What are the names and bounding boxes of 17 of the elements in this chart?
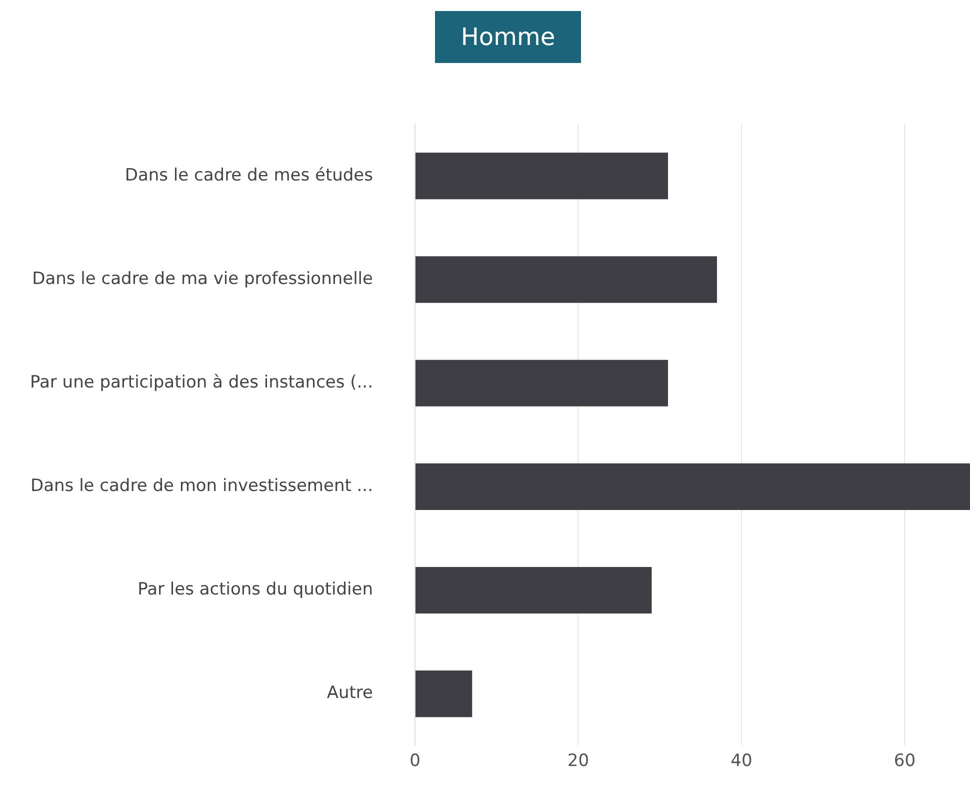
- x-tick-label: 40: [730, 751, 752, 772]
- x-tick-label: 60: [894, 751, 916, 772]
- bar: [415, 566, 652, 614]
- bar: [415, 670, 472, 718]
- y-tick-label: Par une participation à des instances (...: [30, 372, 373, 393]
- y-tick-label: Dans le cadre de mon investissement ...: [30, 476, 373, 496]
- bar: [415, 152, 668, 200]
- x-tick-label: 20: [567, 751, 590, 772]
- y-tick-label: Dans le cadre de mes études: [124, 165, 374, 186]
- chart-title: Homme: [435, 11, 581, 63]
- bar: [415, 463, 970, 510]
- bar: [415, 360, 668, 406]
- y-tick-label: Par les actions du quotidien: [138, 580, 373, 600]
- y-tick-label: Autre: [326, 683, 373, 704]
- x-tick-label: 0: [410, 751, 420, 772]
- y-tick-label: Dans le cadre de ma vie professionnelle: [32, 268, 373, 289]
- bar: [415, 256, 717, 303]
